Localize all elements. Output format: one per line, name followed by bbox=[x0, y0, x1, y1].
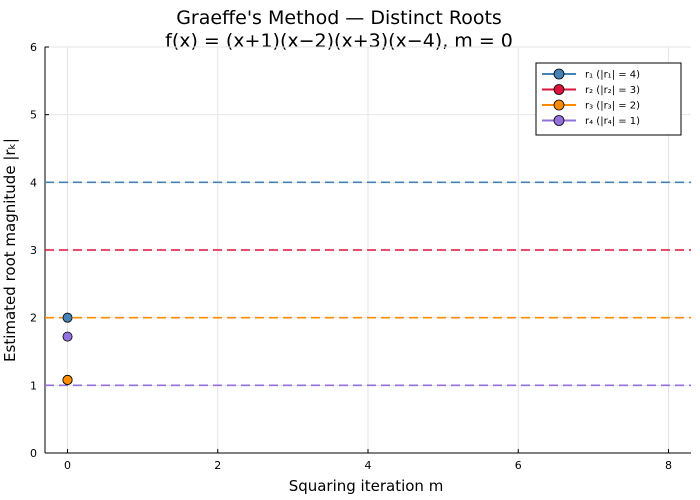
x-tick-label: 4 bbox=[365, 459, 372, 472]
y-tick-label: 3 bbox=[30, 244, 37, 257]
legend-swatch-marker bbox=[553, 84, 565, 95]
legend-label: r₂ (|r₂| = 3) bbox=[585, 85, 640, 96]
x-axis-title: Squaring iteration m bbox=[289, 477, 444, 495]
legend-swatch-marker bbox=[553, 68, 565, 80]
chart-title-line-1: Graeffe's Method — Distinct Roots bbox=[176, 7, 502, 29]
legend: r₁ (|r₁| = 4) r₂ (|r₂| = 3) r₃ (|r₃| = 2) r… bbox=[535, 62, 682, 136]
x-tick-label: 8 bbox=[665, 459, 672, 472]
legend-label: r₃ (|r₃| = 2) bbox=[585, 101, 640, 112]
x-tick-label: 6 bbox=[515, 459, 522, 472]
x-tick-label: 2 bbox=[214, 459, 221, 472]
y-axis-title: Estimated root magnitude |rₖ| bbox=[1, 138, 19, 362]
y-tick-label: 0 bbox=[30, 447, 37, 460]
data-point bbox=[62, 312, 73, 323]
x-tick-label: 0 bbox=[64, 459, 71, 472]
y-tick-label: 6 bbox=[30, 41, 37, 54]
legend-label: r₄ (|r₄| = 1) bbox=[585, 116, 640, 127]
y-tick-label: 2 bbox=[30, 312, 37, 325]
legend-swatch-marker bbox=[553, 99, 565, 111]
legend-label: r₁ (|r₁| = 4) bbox=[585, 70, 640, 81]
y-tick-label: 5 bbox=[30, 109, 37, 122]
legend-swatch-marker bbox=[553, 115, 565, 126]
data-point bbox=[62, 374, 73, 385]
y-tick-label: 4 bbox=[30, 176, 37, 189]
data-point bbox=[62, 331, 73, 342]
y-tick-label: 1 bbox=[30, 379, 37, 392]
